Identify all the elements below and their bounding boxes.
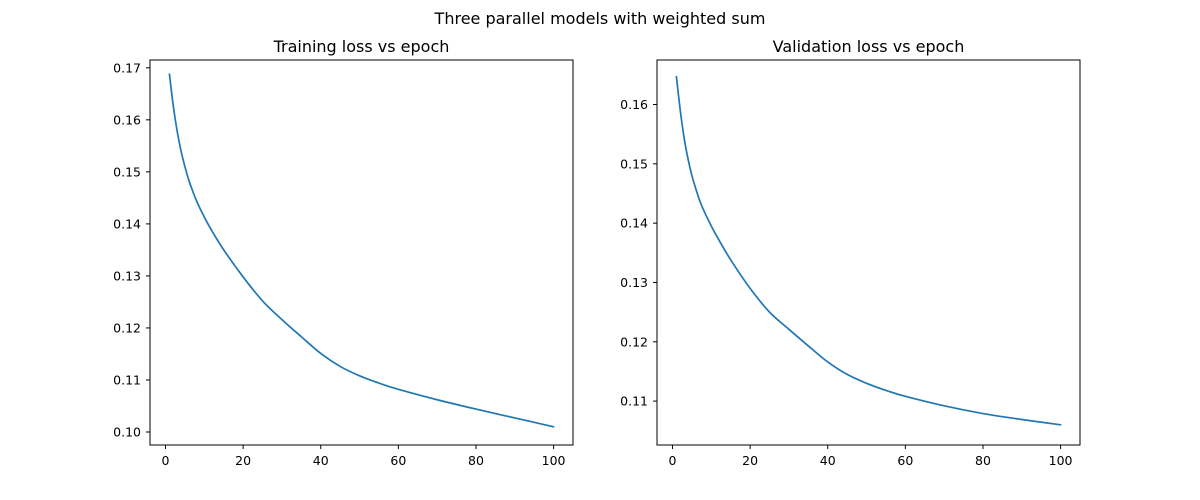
training-loss-ticks: 0 20 40 60 80 100 0.10 0.11 0.12 0.13 0.14 0.15 0.16…	[113, 60, 565, 468]
validation-loss-ytick-label: 0.13	[620, 275, 648, 290]
training-loss-ytick-label: 0.17	[113, 60, 141, 75]
training-loss-xtick-label: 80	[468, 453, 484, 468]
training-loss-frame	[149, 59, 574, 446]
validation-loss-xtick-label: 20	[742, 453, 758, 468]
training-loss-xtick-label: 0	[162, 453, 170, 468]
training-loss-axes: Training loss vs epoch 0 20 40 60 80 1000.100…	[113, 37, 574, 468]
training-loss-ytick-label: 0.13	[113, 268, 141, 283]
validation-loss-line	[675, 75, 1062, 426]
training-loss-title: Training loss vs epoch	[273, 37, 450, 56]
training-loss-ytick-label: 0.10	[113, 424, 141, 439]
training-loss-xtick-label: 20	[235, 453, 251, 468]
validation-loss-xtick-label: 40	[820, 453, 836, 468]
training-loss-series	[168, 73, 555, 428]
validation-loss-ytick-label: 0.14	[620, 216, 648, 231]
training-loss-line	[168, 73, 555, 428]
validation-loss-xtick-label: 60	[897, 453, 913, 468]
validation-loss-xtick-label: 80	[975, 453, 991, 468]
validation-loss-xtick-label: 0	[669, 453, 677, 468]
training-loss-ytick-label: 0.14	[113, 216, 141, 231]
training-loss-ytick-label: 0.16	[113, 112, 141, 127]
validation-loss-ticks: 0 20 40 60 80 100 0.11 0.12 0.13 0.14 0.15 0.16	[620, 97, 1072, 468]
validation-loss-ytick-label: 0.16	[620, 97, 648, 112]
validation-loss-xtick-label: 100	[1049, 453, 1073, 468]
training-loss-ytick-label: 0.15	[113, 164, 141, 179]
training-loss-xtick-label: 60	[390, 453, 406, 468]
validation-loss-ytick-label: 0.12	[620, 334, 648, 349]
validation-loss-axes: Validation loss vs epoch 0 20 40 60 80 100 0.1…	[620, 37, 1081, 468]
training-loss-ytick-label: 0.12	[113, 320, 141, 335]
training-loss-xtick-label: 100	[542, 453, 566, 468]
validation-loss-ytick-label: 0.15	[620, 156, 648, 171]
training-loss-ytick-label: 0.11	[113, 372, 141, 387]
validation-loss-series	[675, 75, 1062, 426]
validation-loss-ytick-label: 0.11	[620, 394, 648, 409]
figure-title: Three parallel models with weighted sum	[434, 9, 766, 28]
training-loss-xtick-label: 40	[313, 453, 329, 468]
validation-loss-title: Validation loss vs epoch	[773, 37, 965, 56]
validation-loss-frame	[656, 59, 1081, 446]
